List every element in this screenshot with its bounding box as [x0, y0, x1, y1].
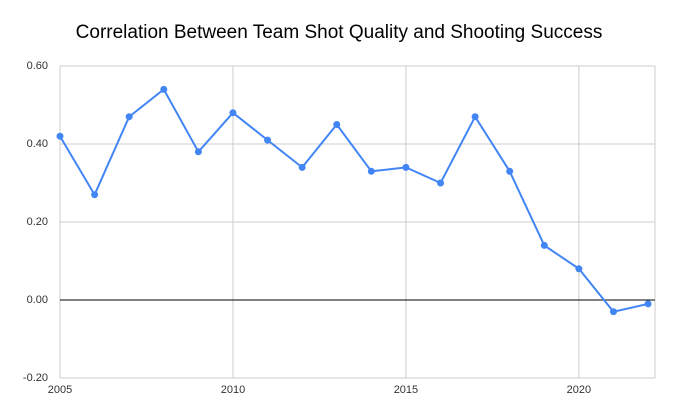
data-point [160, 85, 168, 93]
data-point [229, 109, 237, 117]
x-tick-label: 2015 [394, 384, 418, 396]
data-point [298, 163, 306, 171]
y-tick-label: 0.40 [27, 138, 48, 150]
y-tick-label: 0.20 [27, 216, 48, 228]
data-point [333, 121, 341, 128]
y-tick-label: 0.60 [27, 60, 48, 72]
data-point [194, 148, 202, 156]
y-tick-label: -0.20 [23, 372, 48, 384]
y-tick-label: 0.00 [27, 294, 48, 306]
data-point [367, 167, 375, 175]
data-point [540, 241, 548, 249]
data-point [644, 300, 652, 308]
x-tick-label: 2005 [48, 384, 72, 396]
x-tick-label: 2020 [567, 384, 591, 396]
data-point [125, 113, 133, 121]
data-point [91, 191, 99, 199]
data-point [437, 179, 445, 187]
data-point [264, 136, 272, 144]
series-line [59, 87, 649, 313]
data-point [402, 163, 410, 171]
data-point [506, 167, 514, 175]
data-point [575, 265, 583, 273]
data-point [609, 308, 617, 316]
data-point [56, 132, 64, 140]
chart-title: Correlation Between Team Shot Quality an… [76, 22, 603, 43]
data-point [471, 113, 479, 121]
x-tick-label: 2010 [221, 384, 245, 396]
